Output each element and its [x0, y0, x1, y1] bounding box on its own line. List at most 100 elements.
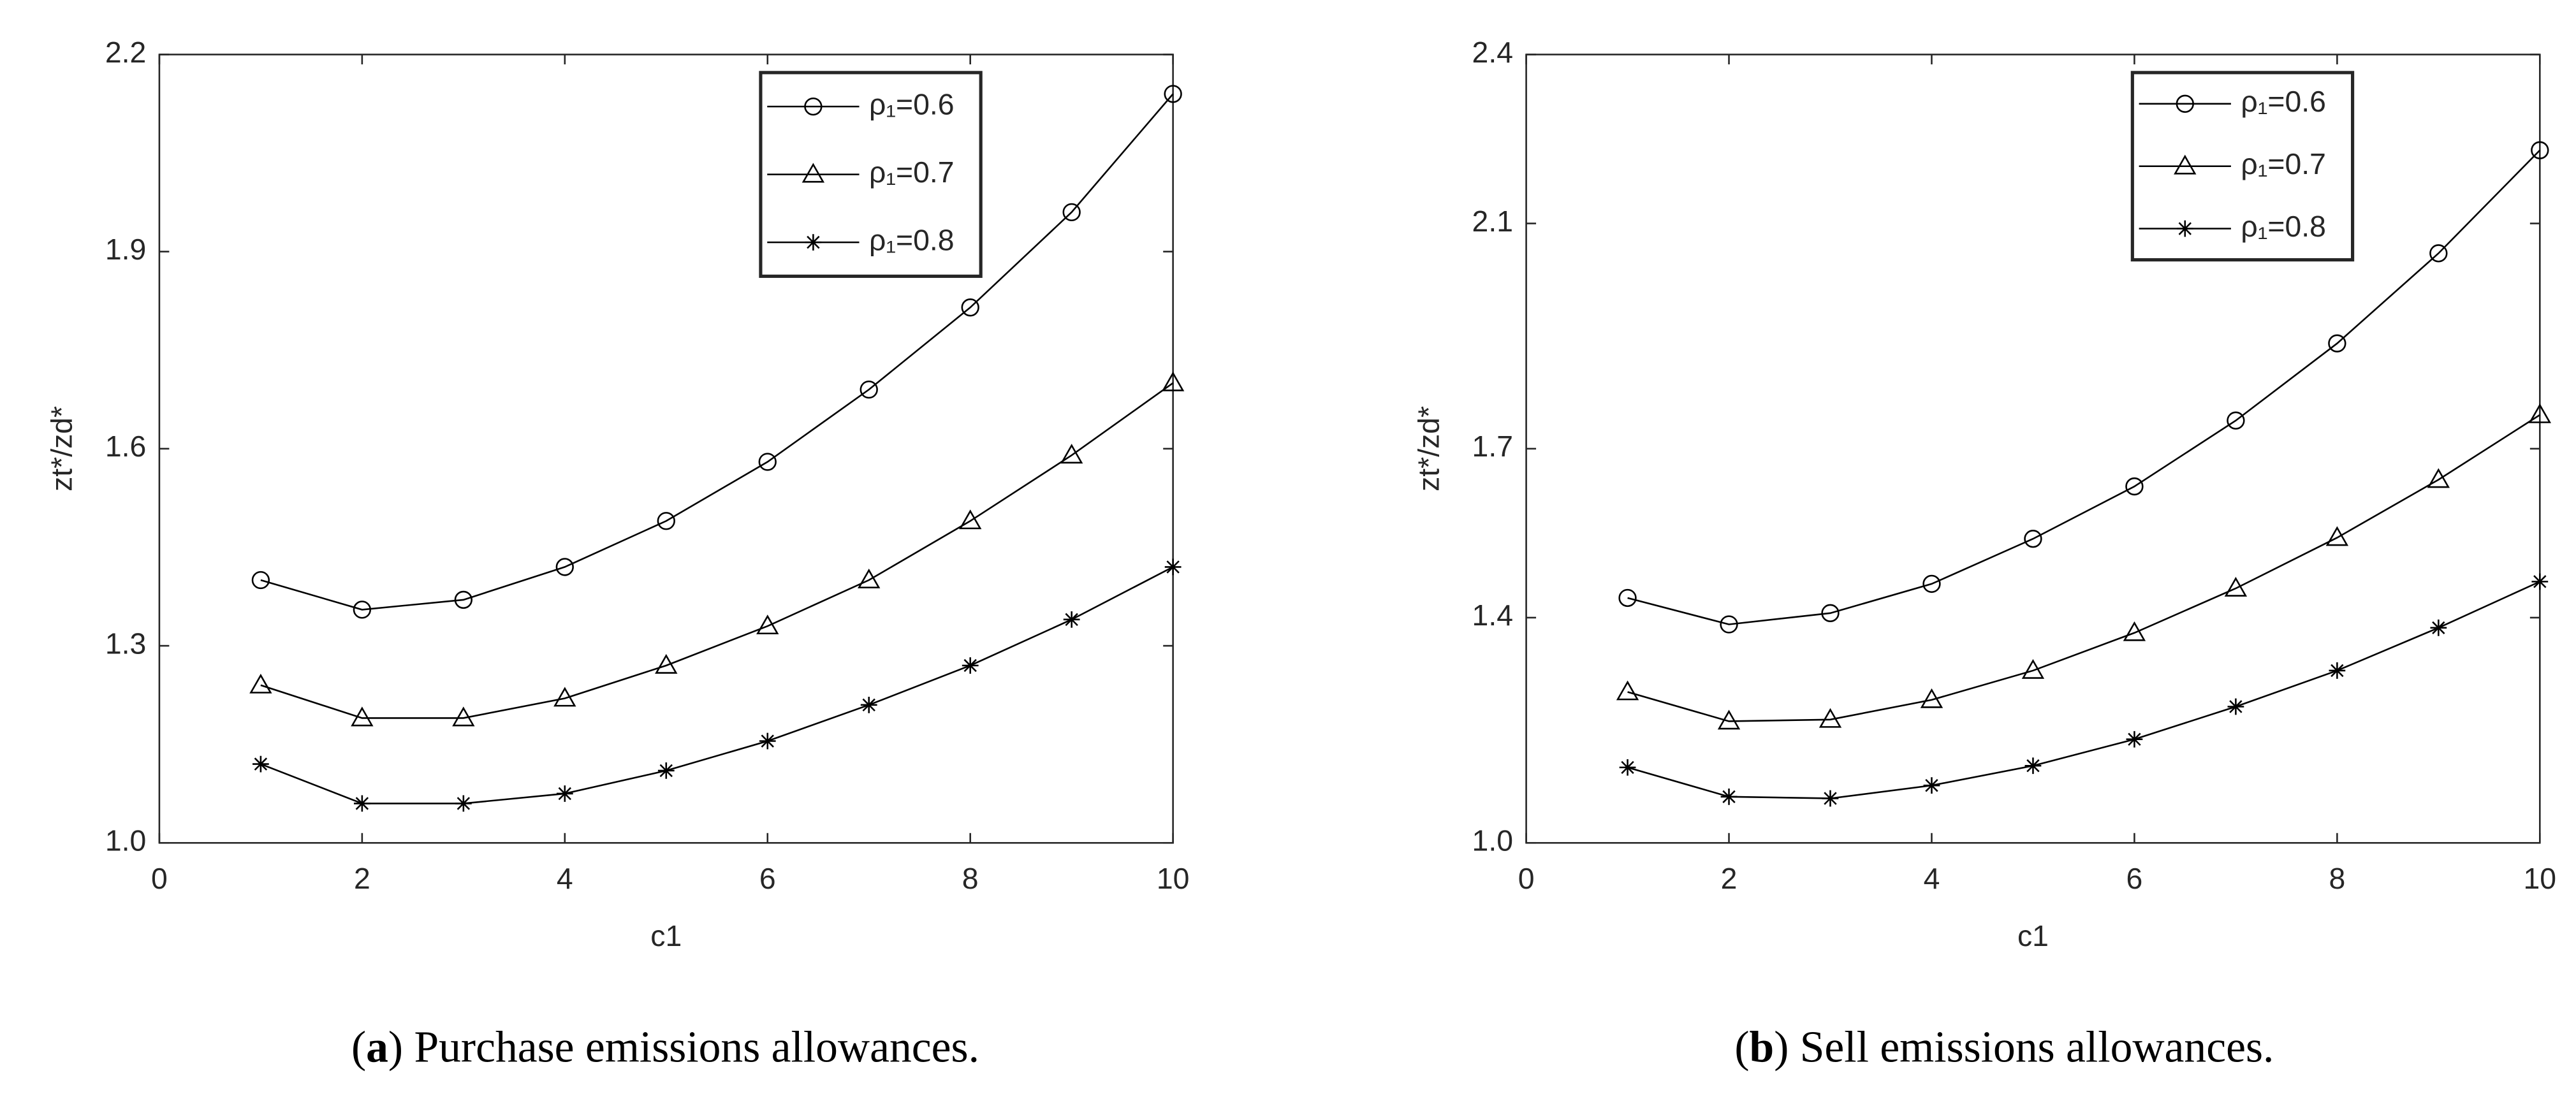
y-tick-label: 2.1	[1472, 205, 1513, 238]
marker	[2126, 731, 2143, 748]
marker	[655, 653, 678, 674]
marker	[1920, 688, 1943, 708]
marker	[351, 706, 374, 727]
caption-label: a	[366, 1022, 388, 1072]
marker	[1164, 558, 1182, 576]
marker	[804, 97, 823, 116]
marker	[1062, 203, 1081, 222]
marker	[1720, 615, 1738, 634]
x-tick-label: 8	[962, 862, 979, 895]
y-tick-label: 1.3	[105, 627, 146, 660]
marker	[805, 234, 822, 251]
y-tick-label: 2.2	[105, 36, 146, 69]
marker	[2125, 477, 2144, 496]
marker	[758, 453, 777, 471]
marker	[759, 732, 776, 750]
plot-area	[1525, 54, 2541, 844]
y-tick-label: 1.6	[105, 430, 146, 463]
marker	[454, 590, 473, 609]
marker	[1164, 85, 1182, 103]
y-axis-label: zt*/zd*	[1412, 406, 1445, 491]
marker	[962, 657, 979, 674]
marker	[1063, 611, 1080, 628]
marker	[251, 571, 270, 590]
series-line	[260, 382, 1174, 719]
caption-paren: (	[351, 1022, 366, 1072]
series-line	[260, 93, 1174, 611]
x-tick-label: 8	[2329, 862, 2345, 895]
legend-label: ρ₁=0.8	[869, 223, 955, 256]
plot-area	[158, 54, 1174, 844]
y-tick-label: 1.0	[1472, 824, 1513, 857]
caption-text: Purchase emissions allowances.	[414, 1022, 979, 1072]
x-tick-label: 2	[1721, 862, 1738, 895]
x-tick-label: 2	[354, 862, 370, 895]
caption-paren: (	[1734, 1022, 1749, 1072]
marker	[801, 163, 825, 183]
marker	[1720, 788, 1738, 805]
caption: (a) Purchase emissions allowances.	[351, 1022, 979, 1072]
marker	[1619, 759, 1636, 776]
marker	[2528, 403, 2551, 423]
marker	[657, 762, 675, 779]
marker	[1618, 588, 1637, 608]
marker	[2427, 468, 2450, 488]
y-tick-label: 1.9	[105, 233, 146, 266]
marker	[860, 380, 878, 399]
marker	[2174, 154, 2197, 175]
legend-label: ρ₁=0.6	[869, 87, 955, 120]
marker	[2224, 576, 2248, 597]
x-tick-label: 0	[151, 862, 168, 895]
marker	[1822, 790, 1839, 807]
legend-label: ρ₁=0.7	[869, 156, 955, 189]
marker	[2429, 244, 2448, 263]
marker	[2024, 757, 2042, 775]
marker	[2024, 530, 2042, 548]
marker	[1161, 371, 1185, 391]
marker	[2021, 659, 2045, 679]
marker	[2227, 698, 2244, 715]
series-line	[1627, 414, 2541, 722]
marker	[2227, 411, 2245, 430]
marker	[249, 673, 272, 694]
marker	[556, 785, 573, 802]
x-tick-label: 4	[557, 862, 573, 895]
marker	[2123, 621, 2146, 641]
x-tick-label: 0	[1518, 862, 1535, 895]
x-tick-label: 4	[1924, 862, 1940, 895]
marker	[959, 509, 982, 530]
marker	[858, 568, 881, 588]
marker	[1923, 777, 1940, 794]
marker	[2176, 220, 2193, 237]
y-tick-label: 2.4	[1472, 36, 1513, 69]
legend-label: ρ₁=0.6	[2241, 85, 2326, 118]
marker	[860, 696, 877, 713]
marker	[961, 298, 979, 317]
caption: (b) Sell emissions allowances.	[1734, 1022, 2274, 1072]
marker	[1060, 444, 1083, 464]
caption-text: Sell emissions allowances.	[1800, 1022, 2274, 1072]
caption-label: b	[1750, 1022, 1775, 1072]
marker	[353, 795, 370, 812]
marker	[455, 795, 472, 812]
y-axis-label: zt*/zd*	[45, 406, 78, 491]
x-axis-label: c1	[2017, 919, 2049, 952]
marker	[2328, 334, 2346, 353]
marker	[353, 600, 372, 619]
x-axis-label: c1	[650, 919, 682, 952]
marker	[252, 755, 269, 773]
marker	[2430, 619, 2447, 636]
y-tick-label: 1.4	[1472, 599, 1513, 632]
marker	[2176, 94, 2194, 113]
marker	[1819, 708, 1842, 728]
x-tick-label: 10	[1157, 862, 1190, 895]
marker	[555, 558, 574, 576]
x-tick-label: 6	[759, 862, 776, 895]
y-tick-label: 1.0	[105, 824, 146, 857]
y-tick-label: 1.7	[1472, 430, 1513, 463]
marker	[2531, 573, 2549, 590]
marker	[756, 615, 779, 635]
caption-paren: )	[388, 1022, 414, 1072]
legend-label: ρ₁=0.8	[2241, 210, 2326, 243]
